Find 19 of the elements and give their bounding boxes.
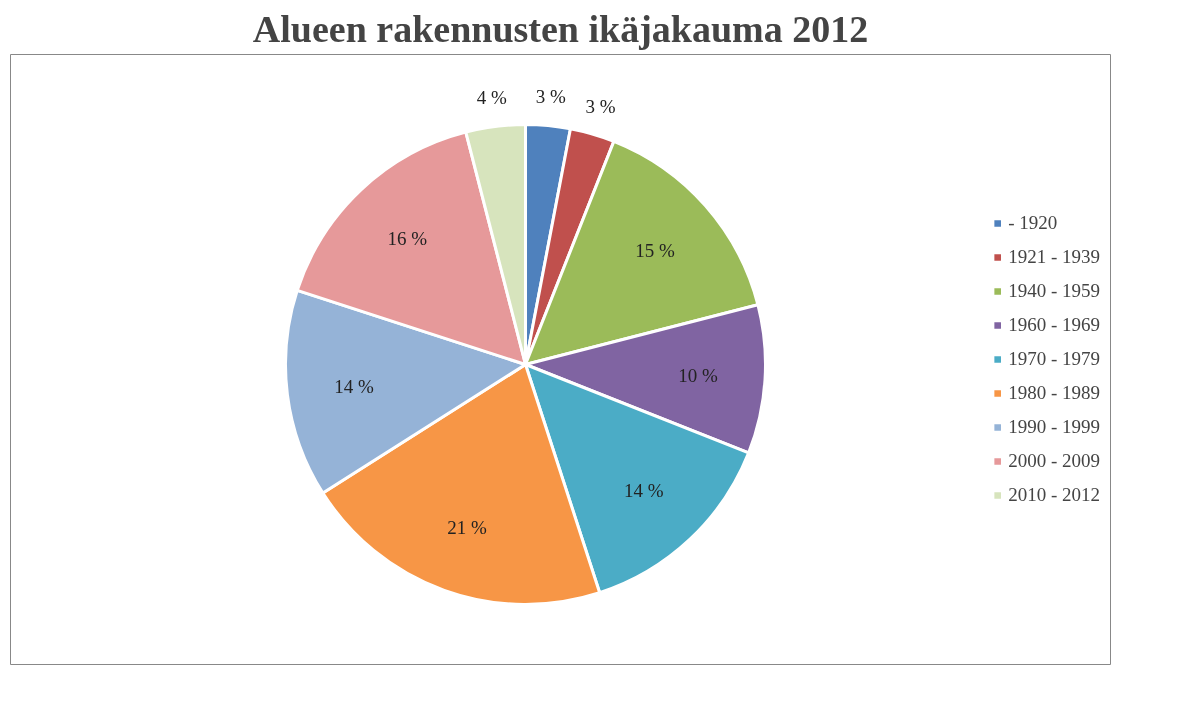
data-label: 16 %	[387, 228, 428, 250]
legend-label: 1921 - 1939	[1008, 246, 1100, 268]
data-label: 3 %	[535, 86, 567, 108]
data-label: 4 %	[476, 87, 508, 109]
legend-label: 1990 - 1999	[1008, 416, 1100, 438]
legend-label: - 1920	[1008, 212, 1058, 234]
data-label: 3 %	[585, 95, 616, 117]
data-label: 14 %	[624, 479, 664, 501]
data-label: 14 %	[334, 375, 375, 397]
legend-label: 2010 - 2012	[1008, 484, 1100, 506]
data-label: 21 %	[447, 516, 487, 538]
legend-label: 1980 - 1989	[1008, 382, 1100, 404]
data-label: 15 %	[635, 239, 676, 261]
legend-label: 1960 - 1969	[1008, 314, 1100, 336]
legend-label: 1970 - 1979	[1008, 348, 1100, 370]
legend-label: 2000 - 2009	[1008, 450, 1100, 472]
legend-label: 1940 - 1959	[1008, 280, 1100, 302]
data-label: 10 %	[678, 364, 718, 386]
chart-title: Alueen rakennusten ikäjakauma 2012	[252, 7, 869, 50]
